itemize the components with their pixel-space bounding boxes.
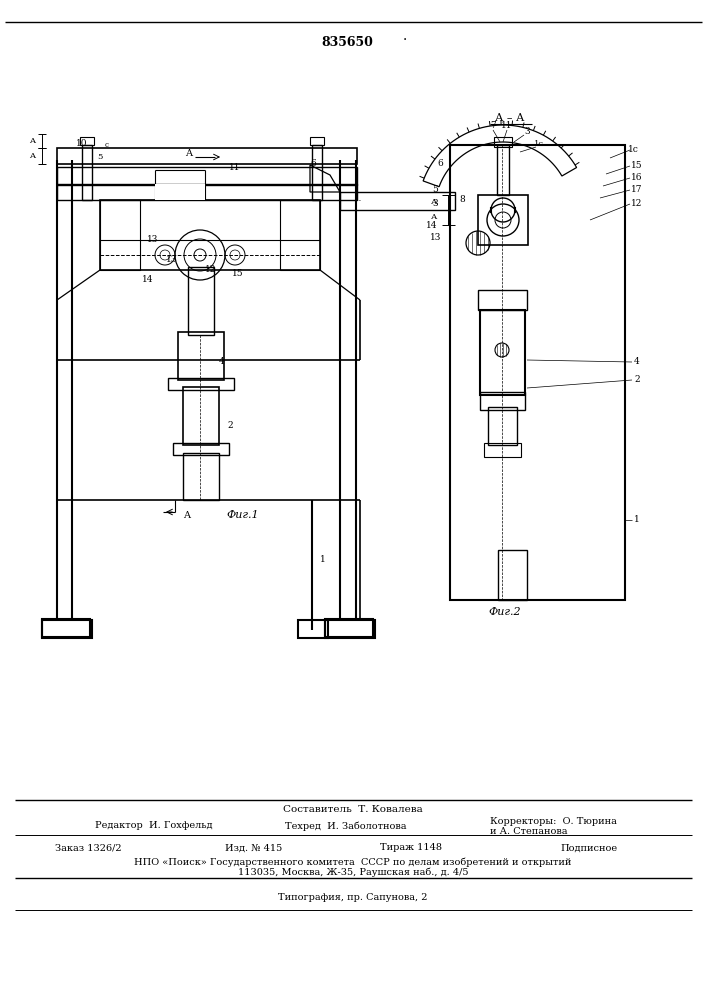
Text: 1: 1 [634, 516, 640, 524]
Text: 4: 4 [634, 358, 640, 366]
Bar [498, 550, 527, 600]
Text: 4: 4 [219, 358, 225, 366]
Bar [188, 267, 214, 335]
Text: 7: 7 [490, 120, 496, 129]
Bar [480, 392, 525, 410]
Bar [494, 137, 512, 147]
Text: Составитель  Т. Ковалева: Составитель Т. Ковалева [283, 806, 423, 814]
Bar [340, 192, 455, 210]
Bar [484, 443, 521, 457]
Text: 1: 1 [320, 556, 326, 564]
Text: 835650: 835650 [321, 35, 373, 48]
Text: Корректоры:  О. Тюрина: Корректоры: О. Тюрина [490, 818, 617, 826]
Bar [298, 620, 328, 638]
Text: ·: · [403, 33, 407, 47]
Text: Тираж 1148: Тираж 1148 [380, 844, 442, 852]
Text: 15: 15 [232, 269, 244, 278]
Text: A: A [183, 510, 190, 520]
Bar [100, 200, 320, 270]
Text: 2: 2 [227, 420, 233, 430]
Text: Заказ 1326/2: Заказ 1326/2 [55, 844, 122, 852]
Bar [80, 137, 94, 145]
Text: Фиг.2: Фиг.2 [489, 607, 521, 617]
Text: и А. Степанова: и А. Степанова [490, 828, 568, 836]
Text: 1с: 1с [534, 140, 544, 148]
Text: Подписное: Подписное [560, 844, 617, 852]
Bar [178, 332, 224, 380]
Text: 16: 16 [631, 174, 643, 182]
Bar [325, 619, 373, 637]
Bar [450, 145, 625, 600]
Text: 1с: 1с [628, 145, 638, 154]
Text: c: c [105, 141, 109, 149]
Text: 3: 3 [432, 200, 438, 209]
Bar [42, 619, 90, 637]
Text: 3: 3 [524, 127, 530, 136]
Bar [478, 290, 527, 310]
Text: A: A [29, 152, 35, 160]
Text: 14: 14 [142, 275, 153, 284]
Text: Изд. № 415: Изд. № 415 [225, 844, 282, 852]
Text: 13: 13 [431, 233, 442, 242]
Text: A: A [185, 148, 192, 157]
Bar [100, 200, 140, 270]
Bar [173, 443, 229, 455]
Text: 13: 13 [147, 235, 158, 244]
Bar [183, 453, 219, 500]
Text: Типография, пр. Сапунова, 2: Типография, пр. Сапунова, 2 [279, 892, 428, 902]
Bar [57, 167, 357, 185]
Text: 11: 11 [501, 120, 513, 129]
Bar [312, 145, 322, 200]
Bar [280, 200, 320, 270]
Text: 10: 10 [76, 139, 88, 148]
Text: 2: 2 [634, 375, 640, 384]
Text: 5: 5 [432, 186, 438, 194]
Bar [57, 148, 357, 164]
Text: НПО «Поиск» Государственного комитета  СССР по делам изобретений и открытий: НПО «Поиск» Государственного комитета СС… [134, 857, 572, 867]
Text: А: А [431, 198, 437, 206]
Text: 5: 5 [98, 153, 103, 161]
Text: А – А: А – А [496, 113, 525, 123]
Text: 14: 14 [426, 221, 438, 230]
Text: 11: 11 [229, 163, 241, 172]
Text: 15: 15 [631, 161, 643, 170]
Text: 17: 17 [631, 186, 643, 194]
Text: Редактор  И. Гохфельд: Редактор И. Гохфельд [95, 822, 213, 830]
Bar [82, 145, 92, 200]
Text: 6: 6 [437, 158, 443, 167]
Bar [325, 620, 375, 638]
Bar [478, 195, 528, 245]
Text: Техред  И. Заболотнова: Техред И. Заболотнова [285, 821, 407, 831]
Bar [57, 184, 357, 200]
Bar [497, 145, 509, 195]
Bar [155, 184, 205, 200]
Bar [488, 407, 517, 445]
Bar [42, 620, 92, 638]
Text: А: А [431, 213, 437, 221]
Bar [168, 378, 234, 390]
Text: 13: 13 [166, 255, 177, 264]
Bar [480, 310, 525, 395]
Text: 113035, Москва, Ж-35, Раушская наб., д. 4/5: 113035, Москва, Ж-35, Раушская наб., д. … [238, 867, 468, 877]
Text: 8: 8 [459, 196, 465, 205]
Text: A: A [29, 137, 35, 145]
Text: 12: 12 [205, 265, 216, 274]
Text: Фиг.1: Фиг.1 [227, 510, 259, 520]
Text: 6: 6 [310, 159, 316, 168]
Bar [183, 387, 219, 445]
Text: 12: 12 [631, 200, 643, 209]
Bar [310, 137, 324, 145]
